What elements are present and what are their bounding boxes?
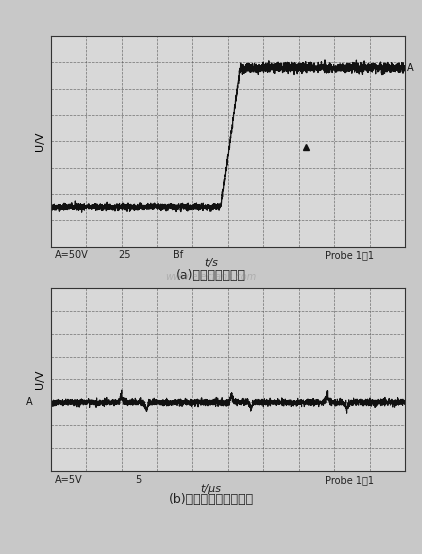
Text: (a)输出电压响应图: (a)输出电压响应图: [176, 269, 246, 281]
Text: Probe 1：1: Probe 1：1: [325, 250, 374, 260]
Text: Probe 1：1: Probe 1：1: [325, 475, 374, 485]
Text: t/μs: t/μs: [200, 484, 222, 494]
Text: A: A: [26, 397, 33, 407]
Text: 5: 5: [135, 475, 141, 485]
Text: (b)电压波形局部放大图: (b)电压波形局部放大图: [168, 493, 254, 506]
Text: t/s: t/s: [204, 258, 218, 268]
Y-axis label: U/V: U/V: [35, 131, 45, 151]
Y-axis label: U/V: U/V: [35, 370, 45, 389]
Text: A=50V: A=50V: [55, 250, 89, 260]
Text: 25: 25: [118, 250, 131, 260]
Text: A=5V: A=5V: [55, 475, 82, 485]
Text: www.elecfans.com: www.elecfans.com: [165, 272, 257, 282]
Text: A: A: [407, 63, 414, 73]
Text: Bf: Bf: [173, 250, 183, 260]
